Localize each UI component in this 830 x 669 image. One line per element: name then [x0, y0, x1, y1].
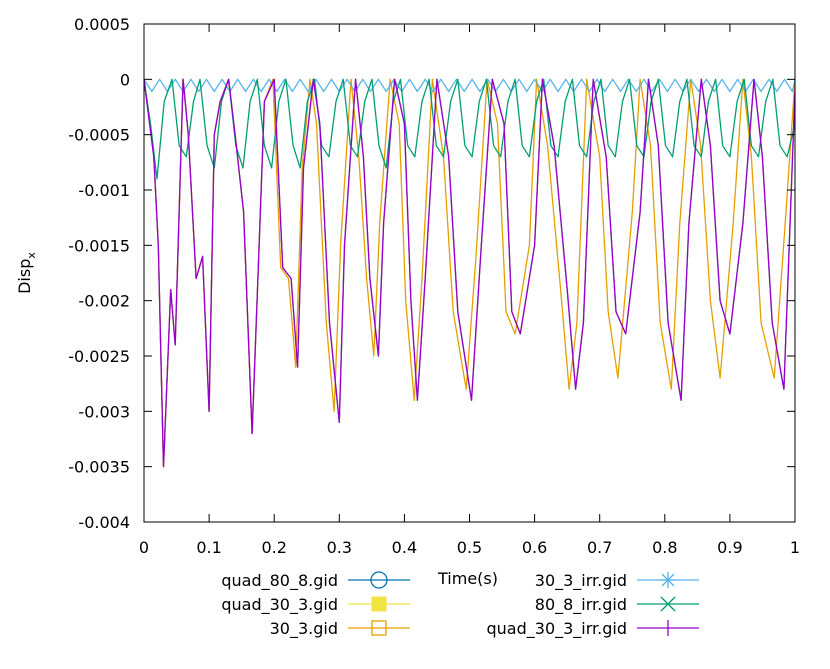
y-tick-label: -0.004: [78, 513, 130, 532]
legend-marker-square: [371, 620, 387, 636]
legend-item-quad-30-3-gid: quad_30_3.gid: [221, 595, 410, 615]
legend-marker-circle: [370, 571, 388, 589]
legend-item-quad-30-3-irr-gid: quad_30_3_irr.gid: [487, 619, 699, 639]
y-tick-label: -0.0035: [68, 458, 130, 477]
series-line-80-8-irr-gid: [144, 78, 795, 180]
x-tick-label: 0.8: [652, 538, 677, 557]
y-tick-label: -0.0005: [68, 126, 130, 145]
legend-marker-square: [371, 596, 387, 612]
legend-marker-star: [660, 572, 676, 588]
x-tick-label: 0.6: [522, 538, 547, 557]
x-tick-label: 0.4: [392, 538, 417, 557]
x-axis: 0 0.1 0.2 0.3 0.4 0.5 0.6 0.7 0.8 0.9 1: [139, 24, 800, 557]
y-tick-label: -0.0015: [68, 236, 130, 255]
legend-label: 30_3_irr.gid: [535, 571, 627, 591]
y-tick-label: -0.0025: [68, 347, 130, 366]
x-tick-label: 0.5: [457, 538, 482, 557]
legend-label: 80_8_irr.gid: [535, 595, 627, 615]
y-axis-title: Dispx: [15, 252, 38, 294]
legend-item-30-3-irr-gid: 30_3_irr.gid: [535, 571, 699, 591]
y-axis-title-main: Disp: [15, 259, 34, 294]
x-tick-label: 0.1: [196, 538, 221, 557]
legend-label: quad_30_3_irr.gid: [487, 619, 628, 639]
series-line-quad-30-3-irr-gid: [144, 78, 795, 468]
legend-item-quad-80-8-gid: quad_80_8.gid: [221, 571, 410, 591]
x-tick-label: 0.3: [327, 538, 352, 557]
x-tick-label: 0.9: [717, 538, 742, 557]
x-tick-label: 1: [790, 538, 800, 557]
y-tick-label: -0.002: [78, 292, 130, 311]
legend-label: 30_3.gid: [270, 619, 338, 639]
y-axis-title-subscript: x: [25, 252, 38, 259]
legend-label: quad_30_3.gid: [221, 595, 338, 615]
legend: quad_80_8.gid quad_30_3.gid 30_3.gid 30_3_i…: [221, 571, 699, 639]
legend-item-80-8-irr-gid: 80_8_irr.gid: [535, 595, 699, 615]
y-tick-label: -0.001: [78, 181, 130, 200]
legend-item-30-3-gid: 30_3.gid: [270, 619, 410, 639]
y-tick-label: -0.003: [78, 402, 130, 421]
x-tick-label: 0.2: [261, 538, 286, 557]
y-tick-label: 0: [120, 70, 130, 89]
x-tick-label: 0.7: [587, 538, 612, 557]
y-axis: 0.0005 0 -0.0005 -0.001 -0.0015 -0.002 -0.0025…: [68, 15, 795, 532]
series-layer: [144, 78, 795, 468]
x-axis-title: Time(s): [437, 569, 498, 588]
legend-label: quad_80_8.gid: [221, 571, 338, 591]
x-tick-label: 0: [139, 538, 149, 557]
series-line-30-3-irr-gid: [144, 78, 795, 93]
y-tick-label: 0.0005: [74, 15, 130, 34]
legend-marker-x: [660, 596, 676, 612]
